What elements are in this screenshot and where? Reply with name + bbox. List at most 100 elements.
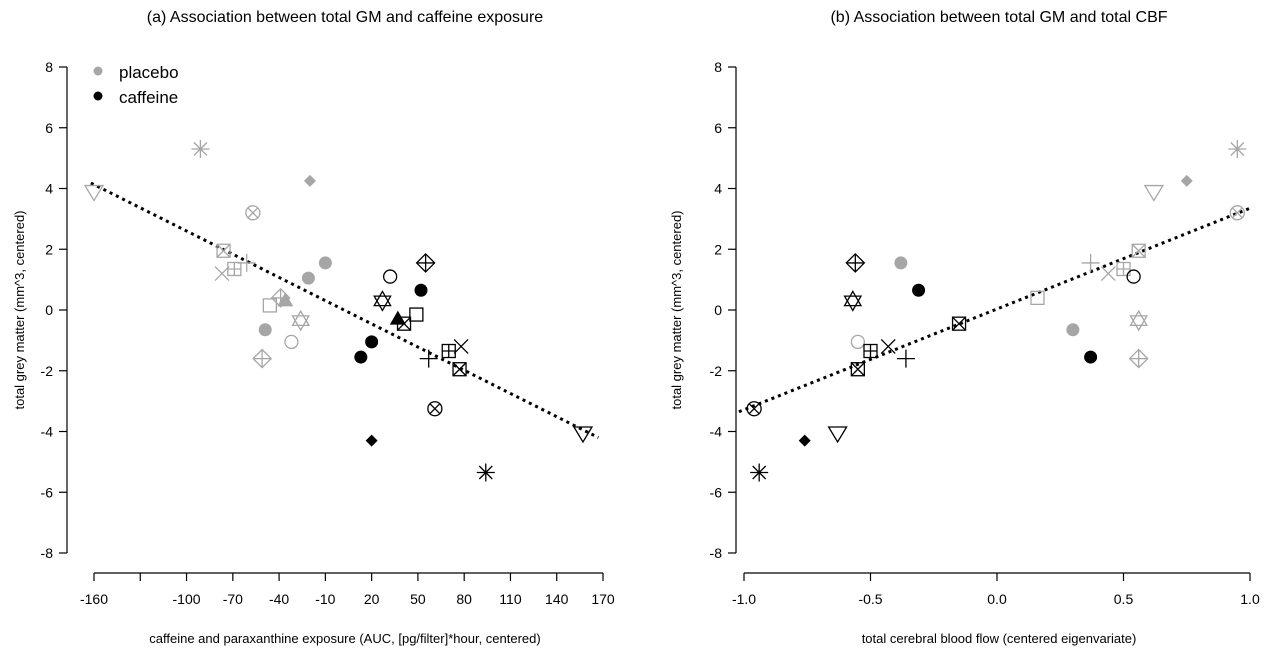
y-tick-label: 0	[45, 302, 53, 318]
chart-title: (b) Association between total GM and tot…	[830, 9, 1167, 26]
point-placebo-circle	[301, 271, 315, 285]
y-tick-label: -6	[41, 484, 54, 500]
y-tick-label: 6	[714, 120, 722, 136]
point-caffeine-square-x-part	[452, 362, 467, 377]
point-placebo-square	[262, 298, 277, 313]
point-caffeine-diamond	[798, 434, 811, 447]
point-caffeine-square-x-part	[952, 316, 967, 331]
scatter-points	[83, 140, 594, 482]
point-placebo-circle-x-part	[247, 207, 259, 219]
point-caffeine-triangle-down	[827, 426, 848, 444]
point-placebo-open-circle-part	[850, 334, 865, 350]
x-tick-label: -10	[315, 591, 335, 607]
point-placebo-triangle-down-part	[1143, 184, 1165, 202]
chart-title: (a) Association between total GM and caf…	[147, 9, 543, 26]
point-placebo-x	[214, 266, 230, 282]
point-caffeine-asterisk-part	[750, 463, 769, 482]
point-placebo-star-of-david-part	[291, 315, 311, 332]
point-caffeine-square-x-part	[951, 316, 967, 331]
point-placebo-star-of-david	[291, 309, 311, 332]
point-caffeine-plus-part	[896, 349, 915, 368]
panel-a: (a) Association between total GM and caf…	[12, 9, 615, 646]
point-placebo-square-x-part	[1131, 243, 1146, 258]
point-placebo-star-of-david	[1129, 309, 1149, 332]
point-placebo-square	[1030, 290, 1045, 306]
point-placebo-x	[1100, 266, 1116, 282]
trend-line-group	[90, 181, 600, 439]
y-tick-label: 4	[714, 181, 722, 197]
point-caffeine-square-plus-part	[864, 344, 877, 358]
x-tick-label: -100	[173, 591, 201, 607]
point-placebo-square-x-part	[1131, 243, 1146, 258]
point-caffeine-circle-x	[427, 401, 443, 417]
point-placebo-triangle-down-part	[83, 184, 105, 202]
point-caffeine-star-of-david-part	[843, 295, 863, 312]
point-caffeine-open-circle-part	[382, 269, 398, 284]
point-placebo-circle-x	[1229, 205, 1245, 221]
point-placebo-circle	[894, 256, 908, 270]
point-placebo-circle-x-part	[1231, 207, 1243, 219]
point-placebo-circle	[258, 323, 272, 337]
point-caffeine-x-part	[453, 338, 469, 354]
point-placebo-star-of-david-part	[291, 309, 311, 327]
point-caffeine-circle-part	[414, 283, 428, 297]
point-placebo-diamond	[303, 174, 316, 187]
point-caffeine-square-x-part	[452, 362, 467, 377]
point-caffeine-square	[409, 307, 424, 322]
point-caffeine-star-of-david-part	[843, 290, 863, 307]
point-placebo-plus	[1081, 253, 1100, 272]
y-tick-label: 8	[714, 59, 722, 75]
point-placebo-asterisk	[1228, 140, 1247, 159]
axes: -8 -6 -4 -2 0 2 4 6 8 -1.0 -0.5 0.0 0.5 1.0	[710, 59, 1260, 607]
point-placebo-diamond-part	[303, 174, 316, 187]
point-placebo-square-plus	[227, 261, 242, 277]
point-placebo-star-of-david-part	[1129, 315, 1149, 332]
point-placebo-plus	[237, 253, 256, 272]
point-placebo-plus-part	[237, 253, 256, 272]
point-placebo-square-x	[216, 243, 231, 258]
point-placebo-circle-part	[301, 271, 315, 285]
point-placebo-star-of-david-part	[1129, 309, 1149, 327]
point-placebo-diamond-part	[1180, 174, 1193, 187]
x-tick-label: -1.0	[732, 591, 756, 607]
y-tick-label: 4	[45, 181, 53, 197]
point-caffeine-circle-x-part	[748, 403, 760, 415]
y-tick-label: -2	[710, 363, 723, 379]
x-axis-label: caffeine and paraxanthine exposure (AUC,…	[149, 631, 540, 646]
point-caffeine-star-of-david-part	[373, 290, 392, 307]
point-caffeine-asterisk	[750, 463, 769, 482]
point-placebo-square-part	[1030, 290, 1045, 306]
x-tick-label: -160	[80, 591, 108, 607]
point-caffeine-square-plus	[441, 343, 456, 359]
point-caffeine-x	[880, 338, 896, 354]
point-caffeine-circle	[414, 283, 428, 297]
point-placebo-square-x-part	[216, 243, 231, 258]
point-caffeine-plus-part	[419, 349, 438, 368]
point-placebo-asterisk-part	[1228, 140, 1247, 159]
point-placebo-square-part	[262, 298, 277, 313]
panel-b: (b) Association between total GM and tot…	[669, 9, 1260, 646]
point-caffeine-circle-x	[746, 401, 762, 417]
point-placebo-diamond-plus	[252, 348, 273, 369]
point-placebo-diamond-plus-part	[253, 349, 272, 368]
x-axis-label: total cerebral blood flow (centered eige…	[862, 631, 1137, 646]
legend: placebo caffeine	[93, 63, 179, 107]
x-tick-label: 0.5	[1114, 591, 1134, 607]
point-caffeine-diamond-plus-part	[416, 253, 435, 272]
x-tick-label: 140	[545, 591, 569, 607]
point-placebo-diamond-plus-part	[1129, 349, 1148, 368]
y-tick-label: 2	[45, 241, 53, 257]
x-tick-label: -40	[269, 591, 289, 607]
point-caffeine-plus	[896, 349, 915, 368]
point-caffeine-circle-part	[912, 283, 926, 297]
point-caffeine-circle-x-part	[429, 403, 441, 415]
y-tick-label: -6	[710, 484, 723, 500]
y-tick-label: -8	[710, 545, 723, 561]
point-caffeine-circle	[354, 350, 368, 364]
point-caffeine-diamond-part	[365, 434, 378, 447]
point-placebo-circle-part	[318, 256, 332, 270]
y-tick-label: 6	[45, 120, 53, 136]
point-placebo-asterisk-part	[191, 140, 210, 159]
point-placebo-circle-x	[245, 205, 261, 221]
x-tick-label: 0.0	[987, 591, 1007, 607]
